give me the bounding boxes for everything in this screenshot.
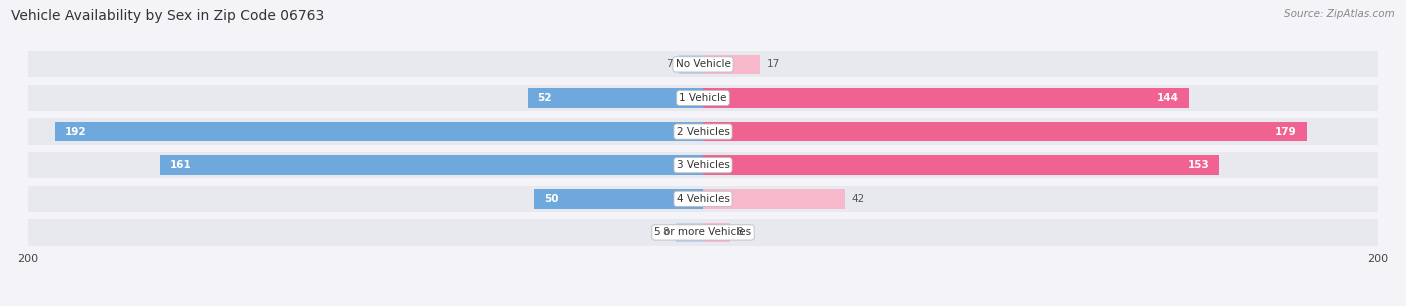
Bar: [28, 85, 1378, 111]
Bar: [28, 51, 1378, 77]
Text: 7: 7: [666, 59, 672, 69]
Bar: [28, 152, 1378, 178]
Text: 5 or more Vehicles: 5 or more Vehicles: [654, 227, 752, 237]
Bar: [703, 155, 1219, 175]
Bar: [55, 122, 703, 141]
Text: 8: 8: [737, 227, 744, 237]
Bar: [703, 189, 845, 209]
Bar: [534, 189, 703, 209]
Bar: [28, 118, 1378, 145]
Legend: Male, Female: Male, Female: [645, 304, 761, 306]
Bar: [28, 219, 1378, 245]
Text: 52: 52: [537, 93, 553, 103]
Bar: [679, 55, 703, 74]
Text: 50: 50: [544, 194, 560, 204]
Text: 1 Vehicle: 1 Vehicle: [679, 93, 727, 103]
Text: 17: 17: [768, 59, 780, 69]
Text: 179: 179: [1275, 127, 1296, 136]
Text: 144: 144: [1157, 93, 1178, 103]
Text: Vehicle Availability by Sex in Zip Code 06763: Vehicle Availability by Sex in Zip Code …: [11, 9, 325, 23]
Text: 42: 42: [852, 194, 865, 204]
Text: 2 Vehicles: 2 Vehicles: [676, 127, 730, 136]
Bar: [527, 88, 703, 108]
Text: 161: 161: [170, 160, 191, 170]
Text: 153: 153: [1188, 160, 1209, 170]
Text: 3 Vehicles: 3 Vehicles: [676, 160, 730, 170]
Text: No Vehicle: No Vehicle: [675, 59, 731, 69]
Text: 4 Vehicles: 4 Vehicles: [676, 194, 730, 204]
Bar: [28, 186, 1378, 212]
Text: 192: 192: [65, 127, 87, 136]
Text: 8: 8: [662, 227, 669, 237]
Bar: [676, 223, 703, 242]
Bar: [703, 223, 730, 242]
Bar: [160, 155, 703, 175]
Bar: [703, 55, 761, 74]
Bar: [703, 88, 1189, 108]
Bar: [703, 122, 1308, 141]
Text: Source: ZipAtlas.com: Source: ZipAtlas.com: [1284, 9, 1395, 19]
